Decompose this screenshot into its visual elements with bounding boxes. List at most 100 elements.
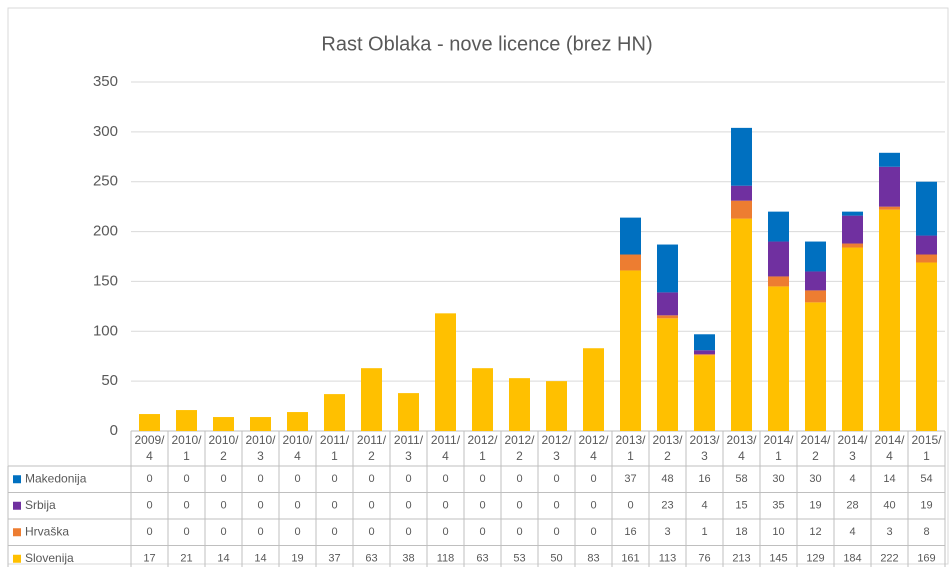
y-tick-label: 250 xyxy=(93,173,118,190)
table-value: 0 xyxy=(442,526,448,538)
bar-segment xyxy=(472,368,493,431)
bar-segment xyxy=(879,166,900,207)
bar-segment xyxy=(916,181,937,236)
bar-segment xyxy=(694,350,715,355)
table-value: 23 xyxy=(661,500,673,512)
bar-segment xyxy=(583,348,604,431)
legend-swatch xyxy=(13,501,21,510)
table-value: 4 xyxy=(849,526,855,538)
table-value: 0 xyxy=(442,473,448,485)
table-value: 0 xyxy=(220,500,226,512)
bar-segment xyxy=(620,254,641,271)
table-value: 0 xyxy=(294,473,300,485)
table-value: 0 xyxy=(294,500,300,512)
table-value: 8 xyxy=(923,526,929,538)
table-value: 12 xyxy=(809,526,821,538)
table-value: 0 xyxy=(627,500,633,512)
x-tick-label: 2014/3 xyxy=(837,433,868,463)
table-value: 0 xyxy=(405,526,411,538)
x-tick-label: 2011/1 xyxy=(320,433,350,463)
table-value: 0 xyxy=(331,500,337,512)
y-tick-label: 350 xyxy=(93,73,118,90)
bar-segment xyxy=(509,378,530,431)
table-value: 58 xyxy=(735,473,747,485)
legend-swatch xyxy=(13,554,21,563)
table-value: 0 xyxy=(146,526,152,538)
table-value: 0 xyxy=(368,500,374,512)
bar-segment xyxy=(916,262,937,431)
table-value: 0 xyxy=(146,473,152,485)
table-value: 4 xyxy=(849,473,855,485)
table-value: 0 xyxy=(553,500,559,512)
bar-segment xyxy=(139,414,160,431)
bar-segment xyxy=(546,381,567,431)
table-value: 63 xyxy=(365,553,377,565)
bar-segment xyxy=(657,318,678,431)
x-tick-label: 2015/1 xyxy=(911,433,942,463)
table-value: 40 xyxy=(883,500,895,512)
bar-segment xyxy=(805,302,826,431)
table-value: 76 xyxy=(698,553,710,565)
x-tick-label: 2010/1 xyxy=(171,433,202,463)
table-value: 0 xyxy=(405,500,411,512)
x-tick-label: 2009/4 xyxy=(134,433,165,463)
x-tick-label: 2014/2 xyxy=(800,433,831,463)
bar-segment xyxy=(657,292,678,316)
table-value: 83 xyxy=(587,553,599,565)
table-value: 14 xyxy=(254,553,266,565)
table-value: 14 xyxy=(883,473,895,485)
bar-segment xyxy=(805,290,826,303)
table-value: 0 xyxy=(368,473,374,485)
table-value: 0 xyxy=(553,526,559,538)
table-value: 10 xyxy=(772,526,784,538)
bar-segment xyxy=(842,247,863,431)
chart-frame xyxy=(7,7,949,565)
table-value: 3 xyxy=(886,526,892,538)
table-value: 0 xyxy=(590,526,596,538)
x-tick-label: 2011/4 xyxy=(431,433,461,463)
bar-segment xyxy=(768,211,789,242)
table-value: 17 xyxy=(143,553,155,565)
bar-segment xyxy=(361,368,382,431)
bar-segment xyxy=(916,254,937,263)
x-tick-label: 2013/3 xyxy=(689,433,720,463)
bar-segment xyxy=(435,313,456,431)
bar-segment xyxy=(879,209,900,431)
table-value: 18 xyxy=(735,526,747,538)
y-tick-label: 50 xyxy=(101,372,118,389)
table-value: 37 xyxy=(624,473,636,485)
table-value: 145 xyxy=(769,553,787,565)
bar-segment xyxy=(694,354,715,356)
bar-segment xyxy=(657,244,678,293)
bar-segment xyxy=(879,152,900,167)
table-value: 118 xyxy=(437,553,455,565)
bar-segment xyxy=(324,394,345,431)
legend-label: Srbija xyxy=(25,498,56,512)
table-value: 0 xyxy=(183,473,189,485)
table-value: 19 xyxy=(809,500,821,512)
bar-segment xyxy=(694,334,715,351)
x-tick-label: 2013/1 xyxy=(615,433,646,463)
bar-segment xyxy=(879,206,900,210)
table-value: 0 xyxy=(516,473,522,485)
x-tick-label: 2012/2 xyxy=(504,433,535,463)
table-value: 3 xyxy=(664,526,670,538)
table-value: 1 xyxy=(701,526,707,538)
table-value: 48 xyxy=(661,473,673,485)
table-value: 4 xyxy=(701,500,707,512)
table-value: 0 xyxy=(146,500,152,512)
bar-segment xyxy=(805,271,826,291)
table-value: 50 xyxy=(550,553,562,565)
table-value: 14 xyxy=(217,553,229,565)
chart-title: Rast Oblaka - nove licence (brez HN) xyxy=(321,33,652,55)
table-value: 30 xyxy=(809,473,821,485)
y-tick-label: 200 xyxy=(93,223,118,240)
table-value: 0 xyxy=(257,500,263,512)
x-tick-label: 2012/4 xyxy=(578,433,609,463)
table-value: 169 xyxy=(917,553,935,565)
x-tick-label: 2013/2 xyxy=(652,433,683,463)
table-value: 0 xyxy=(294,526,300,538)
table-value: 0 xyxy=(220,526,226,538)
table-value: 0 xyxy=(368,526,374,538)
